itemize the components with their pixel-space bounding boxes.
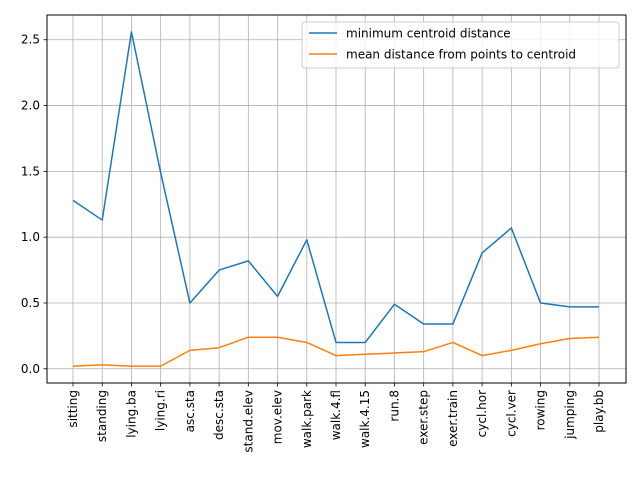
- legend: minimum centroid distance mean distance …: [301, 21, 620, 69]
- y-tick-label: 2.0: [21, 99, 40, 113]
- y-tick-label: 0.0: [21, 362, 40, 376]
- legend-label-mean-distance: mean distance from points to centroid: [346, 48, 576, 62]
- x-tick-label-mov-elev: mov.elev: [271, 390, 285, 444]
- x-tick-label-desc-sta: desc.sta: [212, 390, 226, 440]
- series-lines: [72, 31, 600, 367]
- x-tick-label-stand-elev: stand.elev: [241, 390, 255, 453]
- x-tick-label-asc-sta: asc.sta: [183, 390, 197, 432]
- y-axis: 0.0 0.5 1.0 1.5 2.0 2.5: [21, 33, 47, 376]
- x-tick-label-exer-step: exer.step: [417, 390, 431, 445]
- series-line-mean-distance-from-points-to-centroid: [72, 336, 600, 367]
- x-tick-label-jumping: jumping: [563, 390, 577, 440]
- x-tick-label-lying-ri: lying.ri: [154, 390, 168, 431]
- y-tick-label: 0.5: [21, 296, 40, 310]
- y-tick-label: 1.5: [21, 164, 40, 178]
- plot-frame: [46, 14, 627, 384]
- plot-background: [47, 15, 626, 383]
- series-line-minimum-centroid-distance: [72, 31, 599, 344]
- x-tick-label-exer-train: exer.train: [446, 390, 460, 447]
- x-tick-label-rowing: rowing: [534, 390, 548, 430]
- legend-label-minimum-centroid-distance: minimum centroid distance: [346, 27, 511, 41]
- x-tick-label-lying-ba: lying.ba: [124, 390, 138, 438]
- x-tick-label-run-8: run.8: [387, 390, 401, 422]
- y-tick-label: 1.0: [21, 230, 40, 244]
- x-axis: sitting standing lying.ba lying.ri asc.sta de…: [66, 383, 606, 453]
- x-tick-label-walk-4-fl: walk.4.fl: [329, 390, 343, 440]
- x-tick-label-cycl-hor: cycl.hor: [475, 390, 489, 437]
- y-tick-label: 2.5: [21, 33, 40, 47]
- x-tick-label-standing: standing: [95, 390, 109, 442]
- x-tick-label-walk-4-15: walk.4.15: [358, 390, 372, 448]
- x-tick-label-walk-park: walk.park: [300, 390, 314, 448]
- x-tick-label-play-bb: play.bb: [592, 390, 606, 433]
- x-tick-label-sitting: sitting: [66, 390, 80, 428]
- legend-box: [301, 21, 620, 69]
- x-tick-label-cycl-ver: cycl.ver: [504, 390, 518, 437]
